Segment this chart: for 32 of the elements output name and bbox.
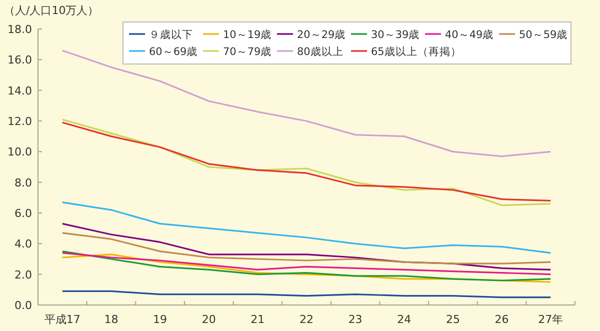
x-tick-label: 20 xyxy=(202,313,216,326)
x-tick-label: 25 xyxy=(446,313,460,326)
x-tick-label: 23 xyxy=(348,313,362,326)
x-tick-label: 19 xyxy=(153,313,168,326)
y-tick-label: 12.0 xyxy=(8,115,32,128)
x-tick-label: 18 xyxy=(104,313,118,326)
y-tick-label: 2.0 xyxy=(14,268,32,282)
x-tick-label: 24 xyxy=(397,313,412,326)
legend-label: ９歳以下 xyxy=(149,28,193,41)
x-tick-label: 26 xyxy=(494,313,509,326)
x-tick-label: 21 xyxy=(250,313,265,326)
legend-label: 65歳以上（再掲） xyxy=(371,45,462,58)
legend-label: 40～49歳 xyxy=(445,28,494,41)
y-tick-label: 16.0 xyxy=(8,54,32,67)
legend-label: 30～39歳 xyxy=(371,28,420,41)
y-tick-label: 14.0 xyxy=(8,84,32,98)
legend-label: 60～69歳 xyxy=(149,45,198,58)
legend-label: 10～19歳 xyxy=(223,28,272,41)
y-tick-label: 10.0 xyxy=(8,146,32,159)
legend-label: 50～59歳 xyxy=(519,28,568,41)
legend-label: 70～79歳 xyxy=(223,45,272,58)
y-tick-label: 8.0 xyxy=(14,176,32,190)
y-tick-label: 0.0 xyxy=(14,299,32,312)
y-tick-label: 18.0 xyxy=(8,23,32,36)
y-tick-label: 6.0 xyxy=(14,207,32,220)
x-tick-label: 22 xyxy=(300,313,314,326)
y-tick-label: 4.0 xyxy=(14,238,32,251)
x-tick-label: 平成17 xyxy=(44,313,80,326)
legend-label: 20～29歳 xyxy=(297,28,346,41)
legend-label: 80歳以上 xyxy=(297,45,344,58)
y-axis-title: （人/人口10万人） xyxy=(4,4,99,17)
x-tick-label: 27年 xyxy=(538,313,564,326)
